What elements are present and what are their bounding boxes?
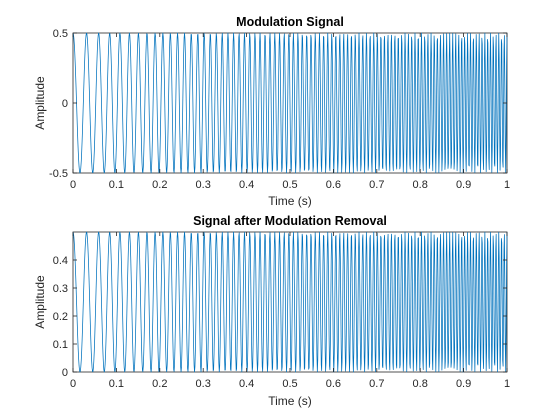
y-tick-label: 0 <box>62 367 68 379</box>
x-tick-label: 0.6 <box>326 378 341 390</box>
series-traces <box>72 231 508 373</box>
x-tick-label: 0.1 <box>109 179 124 191</box>
y-tick-label: -0.5 <box>49 168 68 180</box>
x-tick-label: 0 <box>70 179 76 191</box>
x-axis-label: Time (s) <box>268 394 312 408</box>
axis-ticks: 0 0.1 0.2 0.3 0.4 0.5 0.6 0.7 0.8 0.9 1 0 0.1 0.2 0.3 0… <box>53 232 510 390</box>
y-axis-label: Amplitude <box>33 76 47 130</box>
subplot-modulation-signal: 0 0.1 0.2 0.3 0.4 0.5 0.6 0.7 0.8 0.9 1-0.500.5 Mo… <box>33 15 510 208</box>
x-tick-label: 1 <box>504 179 510 191</box>
x-tick-label: 0.6 <box>326 179 341 191</box>
chart-title: Signal after Modulation Removal <box>193 214 387 228</box>
subplot-modulation-removal: 0 0.1 0.2 0.3 0.4 0.5 0.6 0.7 0.8 0.9 1 0 0.1 0.2 0.3 0… <box>33 214 510 408</box>
x-tick-label: 0.1 <box>109 378 124 390</box>
y-tick-label: 0.4 <box>53 255 68 267</box>
x-tick-label: 0.4 <box>239 179 254 191</box>
x-tick-label: 0.9 <box>456 378 471 390</box>
y-tick-label: 0.1 <box>53 339 68 351</box>
y-axis-label: Amplitude <box>33 275 47 329</box>
axis-ticks: 0 0.1 0.2 0.3 0.4 0.5 0.6 0.7 0.8 0.9 1-0.500.5 <box>49 28 510 191</box>
x-tick-label: 0.4 <box>239 378 254 390</box>
y-tick-label: 0.5 <box>53 28 68 40</box>
x-axis-label: Time (s) <box>268 194 312 208</box>
x-tick-label: 0.3 <box>196 179 211 191</box>
x-tick-label: 0.2 <box>152 179 167 191</box>
x-tick-label: 0.5 <box>282 378 297 390</box>
y-tick-label: 0.3 <box>53 283 68 295</box>
x-tick-label: 0.5 <box>282 179 297 191</box>
x-tick-label: 0.7 <box>369 179 384 191</box>
y-tick-label: 0.2 <box>53 311 68 323</box>
chart-title: Modulation Signal <box>236 15 344 29</box>
x-tick-label: 0.2 <box>152 378 167 390</box>
series-traces <box>72 32 508 174</box>
x-tick-label: 0.8 <box>413 179 428 191</box>
x-tick-label: 0.3 <box>196 378 211 390</box>
x-tick-label: 0.9 <box>456 179 471 191</box>
x-tick-label: 0.7 <box>369 378 384 390</box>
x-tick-label: 0.8 <box>413 378 428 390</box>
signal-line-0 <box>72 32 508 174</box>
x-tick-label: 1 <box>504 378 510 390</box>
signal-line-0 <box>72 231 508 373</box>
y-tick-label: 0 <box>62 98 68 110</box>
x-tick-label: 0 <box>70 378 76 390</box>
